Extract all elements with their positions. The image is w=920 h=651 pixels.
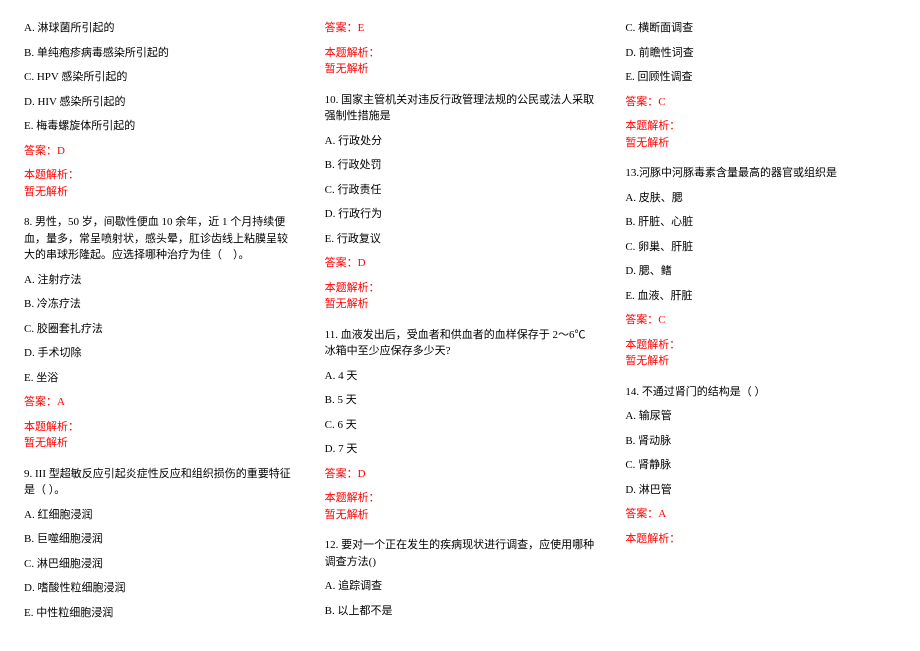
q10-analysis-text: 暂无解析 [325,296,596,313]
q12-opt-a: A. 追踪调查 [325,578,596,595]
q14-stem: 14. 不通过肾门的结构是（ ） [625,384,896,401]
q9-opt-e: E. 中性粒细胞浸润 [24,605,295,622]
q12-opt-b: B. 以上都不是 [325,603,596,620]
q7-opt-d: D. HIV 感染所引起的 [24,94,295,111]
q12-answer: 答案：C [625,94,896,111]
q8-opt-d: D. 手术切除 [24,345,295,362]
q13-opt-a: A. 皮肤、腮 [625,190,896,207]
q14-opt-d: D. 淋巴管 [625,482,896,499]
q11-stem: 11. 血液发出后，受血者和供血者的血样保存于 2～6℃冰箱中至少应保存多少天? [325,327,596,360]
q13-answer: 答案：C [625,312,896,329]
q12-opt-e: E. 回顾性调查 [625,69,896,86]
q7-opt-e: E. 梅毒螺旋体所引起的 [24,118,295,135]
q14-opt-c: C. 肾静脉 [625,457,896,474]
q7-answer: 答案：D [24,143,295,160]
q10-opt-e: E. 行政复议 [325,231,596,248]
q10-answer: 答案：D [325,255,596,272]
q8-analysis-text: 暂无解析 [24,435,295,452]
q9-opt-a: A. 红细胞浸润 [24,507,295,524]
q10-stem: 10. 国家主管机关对违反行政管理法规的公民或法人采取强制性措施是 [325,92,596,125]
q9-answer: 答案：E [325,20,596,37]
q8-opt-b: B. 冷冻疗法 [24,296,295,313]
q9-opt-d: D. 嗜酸性粒细胞浸润 [24,580,295,597]
q8-answer: 答案：A [24,394,295,411]
q7-opt-b: B. 单纯疱疹病毒感染所引起的 [24,45,295,62]
q14-opt-a: A. 输尿管 [625,408,896,425]
q9-analysis-text: 暂无解析 [325,61,596,78]
q13-opt-c: C. 卵巢、肝脏 [625,239,896,256]
q10-opt-c: C. 行政责任 [325,182,596,199]
q8-stem: 8. 男性，50 岁，间歇性便血 10 余年，近 1 个月持续便血，量多，常呈喷… [24,214,295,264]
q8-analysis-label: 本题解析： [24,419,295,436]
q7-analysis-label: 本题解析： [24,167,295,184]
q13-stem: 13.河豚中河豚毒素含量最高的器官或组织是 [625,165,896,182]
q12-analysis-text: 暂无解析 [625,135,896,152]
q12-opt-d: D. 前瞻性词查 [625,45,896,62]
q9-analysis-label: 本题解析： [325,45,596,62]
q10-opt-b: B. 行政处罚 [325,157,596,174]
q8-opt-a: A. 注射疗法 [24,272,295,289]
q11-answer: 答案：D [325,466,596,483]
q12-analysis-label: 本题解析： [625,118,896,135]
q13-opt-b: B. 肝脏、心脏 [625,214,896,231]
q11-opt-a: A. 4 天 [325,368,596,385]
q14-answer: 答案：A [625,506,896,523]
q7-analysis-text: 暂无解析 [24,184,295,201]
q13-opt-e: E. 血液、肝脏 [625,288,896,305]
q8-opt-c: C. 胶圈套扎疗法 [24,321,295,338]
q11-opt-d: D. 7 天 [325,441,596,458]
q11-opt-c: C. 6 天 [325,417,596,434]
q14-analysis-label: 本题解析： [625,531,896,548]
q7-opt-a: A. 淋球菌所引起的 [24,20,295,37]
q11-opt-b: B. 5 天 [325,392,596,409]
q14-opt-b: B. 肾动脉 [625,433,896,450]
q12-stem: 12. 要对一个正在发生的疾病现状进行调查，应使用哪种调查方法() [325,537,596,570]
q12-opt-c: C. 横断面调查 [625,20,896,37]
q11-analysis-label: 本题解析： [325,490,596,507]
q10-opt-d: D. 行政行为 [325,206,596,223]
q8-opt-e: E. 坐浴 [24,370,295,387]
q7-opt-c: C. HPV 感染所引起的 [24,69,295,86]
q10-analysis-label: 本题解析： [325,280,596,297]
q13-opt-d: D. 腮、鳍 [625,263,896,280]
q13-analysis-label: 本题解析： [625,337,896,354]
q9-opt-b: B. 巨噬细胞浸润 [24,531,295,548]
q9-opt-c: C. 淋巴细胞浸润 [24,556,295,573]
q10-opt-a: A. 行政处分 [325,133,596,150]
q13-analysis-text: 暂无解析 [625,353,896,370]
q11-analysis-text: 暂无解析 [325,507,596,524]
q9-stem: 9. III 型超敏反应引起炎症性反应和组织损伤的重要特征是（ ）。 [24,466,295,499]
